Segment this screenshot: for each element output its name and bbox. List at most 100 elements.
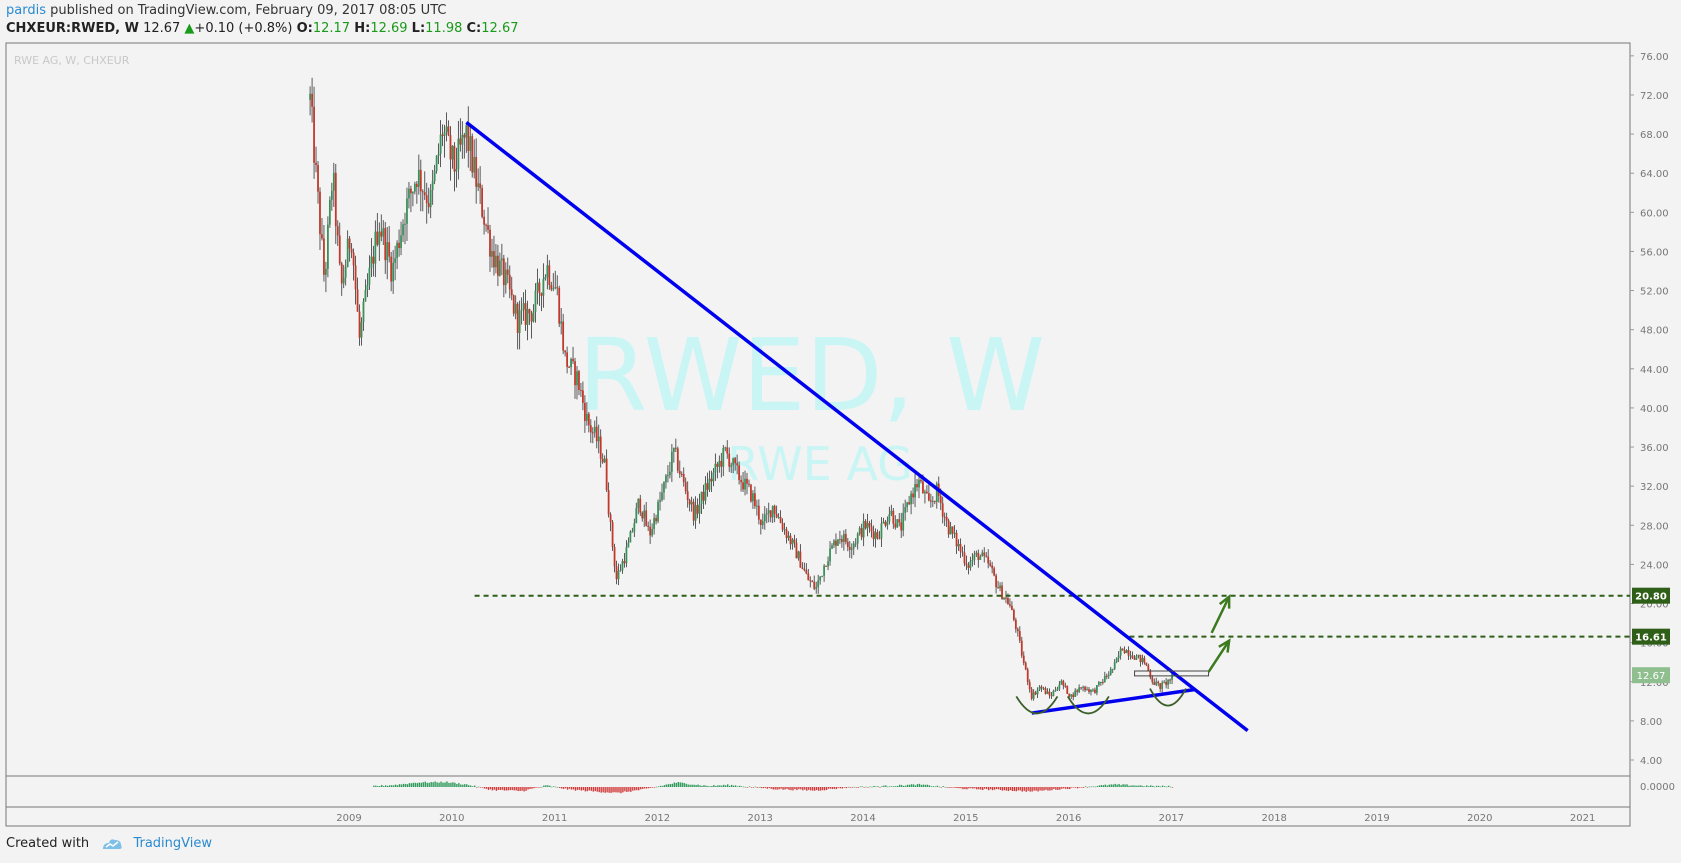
oscillator-bar xyxy=(610,787,612,793)
oscillator-bar xyxy=(906,784,909,787)
candle-down xyxy=(775,514,778,518)
candle-down xyxy=(1131,655,1134,659)
oscillator-bar xyxy=(640,787,642,790)
price-labels: 20.80 16.61 12.67 xyxy=(1632,587,1670,684)
oscillator-bar xyxy=(1057,787,1059,791)
pattern-arc[interactable] xyxy=(1149,688,1187,707)
oscillator-bar xyxy=(1033,787,1035,791)
up-arrow-icon: ▲ xyxy=(184,21,195,36)
trendline[interactable] xyxy=(465,120,1249,733)
candle-down xyxy=(587,413,590,426)
oscillator-bar xyxy=(701,785,703,787)
oscillator-bar xyxy=(1078,787,1081,788)
oscillator-bar xyxy=(875,786,877,788)
oscillator-bar xyxy=(547,785,549,787)
horizontal-levels[interactable] xyxy=(474,594,1630,638)
candle-down xyxy=(965,563,968,566)
oscillator-bar xyxy=(954,787,956,788)
oscillator-bar xyxy=(891,786,893,787)
candle-down xyxy=(574,361,576,386)
drawings[interactable] xyxy=(465,120,1249,733)
candle-up xyxy=(491,251,493,257)
oscillator-bar xyxy=(1100,785,1103,787)
target-arrow[interactable] xyxy=(1210,596,1231,634)
oscillator-bar xyxy=(922,784,925,787)
candle-down xyxy=(449,135,452,160)
oscillator-bar xyxy=(1096,786,1099,787)
oscillator-bar xyxy=(1021,787,1023,792)
candle-up xyxy=(880,523,883,539)
oscillator-bar xyxy=(774,787,776,790)
oscillator-bar xyxy=(709,786,711,787)
y-tick-label: 48.00 xyxy=(1640,326,1669,337)
candle-down xyxy=(738,465,740,481)
publisher-username[interactable]: pardis xyxy=(6,3,46,18)
oscillator-bar xyxy=(1128,785,1130,787)
price-axis[interactable]: 76.00 72.00 68.00 64.00 60.00 56.00 52.00 48.00… xyxy=(1629,43,1675,793)
candle-down xyxy=(1101,681,1104,683)
candle-up xyxy=(981,552,984,557)
candle-up xyxy=(771,505,774,518)
candle-down xyxy=(398,242,400,249)
price-chart[interactable]: RWE AG, W, CHXEUR RWED, W RWE AG 76.00 72… xyxy=(0,0,1681,830)
candle-down xyxy=(726,447,729,454)
oscillator-bar xyxy=(388,785,391,787)
candle-up xyxy=(402,224,404,236)
candle-down xyxy=(1127,650,1130,656)
candle-down xyxy=(356,289,359,312)
candle-down xyxy=(467,125,470,151)
oscillator-bar xyxy=(800,787,802,790)
candle-down xyxy=(941,503,944,517)
candle-down xyxy=(1157,681,1160,684)
oscillator-bar xyxy=(857,787,859,788)
candle-up xyxy=(495,255,497,268)
oscillator-bar xyxy=(778,787,780,790)
candle-down xyxy=(1007,597,1009,605)
ohlc-legend: CHXEUR:RWED, W 12.67 ▲+0.10 (+0.8%) O:12… xyxy=(6,21,518,36)
pattern-arc[interactable] xyxy=(1015,695,1059,715)
tradingview-link[interactable]: TradingView xyxy=(133,836,212,851)
oscillator-bar xyxy=(843,787,846,788)
oscillator-bar xyxy=(464,784,466,787)
oscillator-bar xyxy=(930,786,933,787)
range-rectangle[interactable] xyxy=(1134,670,1210,677)
oscillator-bar xyxy=(1094,786,1097,788)
x-tick-label: 2014 xyxy=(850,813,875,824)
oscillator-bar xyxy=(604,787,606,793)
candle-up xyxy=(1135,656,1138,660)
oscillator-bar xyxy=(908,784,911,787)
oscillator-bar xyxy=(1027,787,1029,791)
candle-down xyxy=(1133,658,1136,660)
oscillator-bar xyxy=(1088,786,1091,788)
close-label: C: xyxy=(466,21,482,36)
candle-up xyxy=(918,479,920,488)
oscillator-bar xyxy=(408,783,411,787)
oscillator-bar xyxy=(1023,787,1025,791)
candle-down xyxy=(864,520,867,529)
oscillator-bar xyxy=(730,784,733,787)
tradingview-logo-icon[interactable] xyxy=(101,837,123,851)
candle-up xyxy=(755,505,758,507)
candle-up xyxy=(593,426,596,433)
candle-down xyxy=(1147,665,1150,671)
watermark-symbol: RWED, W xyxy=(578,317,1045,434)
target-arrow[interactable] xyxy=(1207,639,1231,673)
candle-down xyxy=(991,565,994,569)
oscillator-bar xyxy=(1025,787,1027,792)
candle-up xyxy=(627,542,630,548)
x-tick-label: 2016 xyxy=(1056,813,1081,824)
candle-down xyxy=(736,463,739,466)
oscillator-bar xyxy=(762,787,764,789)
oscillator-bar xyxy=(673,782,676,787)
oscillator-bar xyxy=(1148,786,1150,787)
time-axis[interactable]: 2009 2010 2011 2012 2013 2014 2015 2016 2017 2018… xyxy=(336,813,1595,824)
oscillator-bar xyxy=(416,783,419,787)
candle-down xyxy=(789,535,792,545)
oscillator-bar xyxy=(887,786,889,788)
trendline[interactable] xyxy=(1031,687,1195,715)
oscillator-bar xyxy=(1003,787,1006,791)
candle-down xyxy=(647,525,650,527)
pattern-arc[interactable] xyxy=(1066,695,1110,715)
candle-down xyxy=(479,183,482,188)
oscillator-bar xyxy=(926,784,929,787)
